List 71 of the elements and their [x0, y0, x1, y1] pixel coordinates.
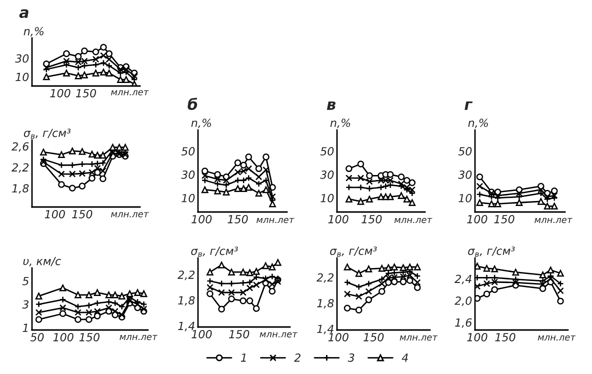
- x-tick-label: 100: [44, 210, 65, 218]
- y-axis-title: σ$_{в}$, г/см³: [468, 246, 515, 257]
- legend-label: 4: [402, 354, 408, 362]
- x-axis-title: млн.лет: [256, 218, 294, 224]
- x-axis-title: млн.лет: [111, 212, 149, 218]
- x-tick-label: 150: [362, 214, 382, 224]
- y-axis-title: n,%: [330, 118, 350, 128]
- y-tick-label: 3: [22, 300, 29, 309]
- y-tick-label: 1,4: [178, 322, 194, 332]
- x-tick-label: 100: [53, 332, 74, 342]
- x-tick-label: 150: [72, 210, 92, 218]
- x-tick-label: 100: [467, 332, 488, 342]
- chart-title: а: [19, 9, 28, 18]
- y-tick-label: 10: [182, 194, 195, 202]
- y-axis-title: σ$_{в}$, г/см³: [330, 246, 377, 257]
- x-tick-label: 50: [30, 332, 44, 342]
- y-axis-title: σ$_{в}$, г/см³: [191, 246, 238, 257]
- y-tick-label: 1: [22, 324, 28, 332]
- y-tick-label: 30: [458, 170, 472, 179]
- y-tick-label: 10: [16, 72, 29, 82]
- y-tick-label: 30: [320, 170, 334, 179]
- x-tick-label: 150: [494, 214, 514, 224]
- y-axis-title: n,%: [468, 118, 488, 128]
- legend-label: 1: [240, 354, 246, 362]
- y-tick-label: 2,2: [316, 273, 334, 283]
- y-tick-label: 2,2: [12, 163, 29, 173]
- x-axis-title: млн.лет: [120, 334, 158, 340]
- x-tick-label: 100: [50, 88, 70, 98]
- y-axis-title: υ, км/с: [23, 256, 62, 266]
- x-tick-label: 100: [192, 330, 212, 338]
- y-tick-label: 2,2: [178, 270, 195, 280]
- x-tick-label: 100: [328, 214, 348, 224]
- y-tick-label: 2,0: [454, 296, 472, 306]
- y-tick-label: 1,6: [455, 318, 472, 328]
- chart-title: б: [188, 98, 198, 110]
- x-tick-label: 150: [495, 332, 516, 342]
- x-axis-title: млн.лет: [534, 218, 572, 224]
- y-tick-label: 10: [458, 194, 472, 202]
- x-axis-title: млн.лет: [394, 218, 432, 224]
- x-axis-title: млн.лет: [260, 332, 298, 338]
- x-axis-title: млн.лет: [538, 335, 576, 341]
- x-tick-label: 100: [467, 214, 488, 224]
- y-tick-label: 30: [15, 54, 29, 63]
- y-tick-label: 30: [181, 170, 195, 179]
- y-tick-label: 5: [22, 276, 29, 286]
- chart-title: в: [326, 101, 336, 110]
- x-axis-title: млн.лет: [111, 90, 149, 96]
- x-tick-label: 150: [364, 332, 384, 342]
- x-tick-label: 150: [228, 214, 248, 224]
- x-axis-title: млн.лет: [400, 335, 438, 341]
- chart-title: г: [464, 101, 473, 110]
- x-tick-label: 100: [328, 332, 348, 342]
- y-axis-title: n,%: [24, 26, 44, 36]
- y-tick-label: 50: [458, 147, 472, 156]
- y-tick-label: 50: [320, 147, 334, 156]
- legend-label: 3: [348, 353, 354, 362]
- y-tick-label: 2,6: [12, 142, 29, 152]
- x-tick-label: 150: [229, 330, 250, 338]
- y-tick-label: 50: [181, 147, 195, 156]
- x-tick-label: 150: [79, 332, 100, 342]
- y-tick-label: 1,8: [317, 298, 334, 309]
- y-tick-label: 1,8: [12, 184, 29, 194]
- x-tick-label: 100: [192, 214, 212, 224]
- y-tick-label: 1,8: [178, 296, 195, 306]
- y-axis-title: n,%: [191, 118, 211, 128]
- y-tick-label: 2,4: [454, 274, 472, 284]
- y-axis-title: σ$_{в}$, г/см³: [24, 128, 71, 139]
- x-tick-label: 150: [76, 88, 96, 98]
- y-tick-label: 1,4: [317, 324, 334, 334]
- legend-label: 2: [294, 353, 300, 362]
- y-tick-label: 10: [320, 194, 334, 202]
